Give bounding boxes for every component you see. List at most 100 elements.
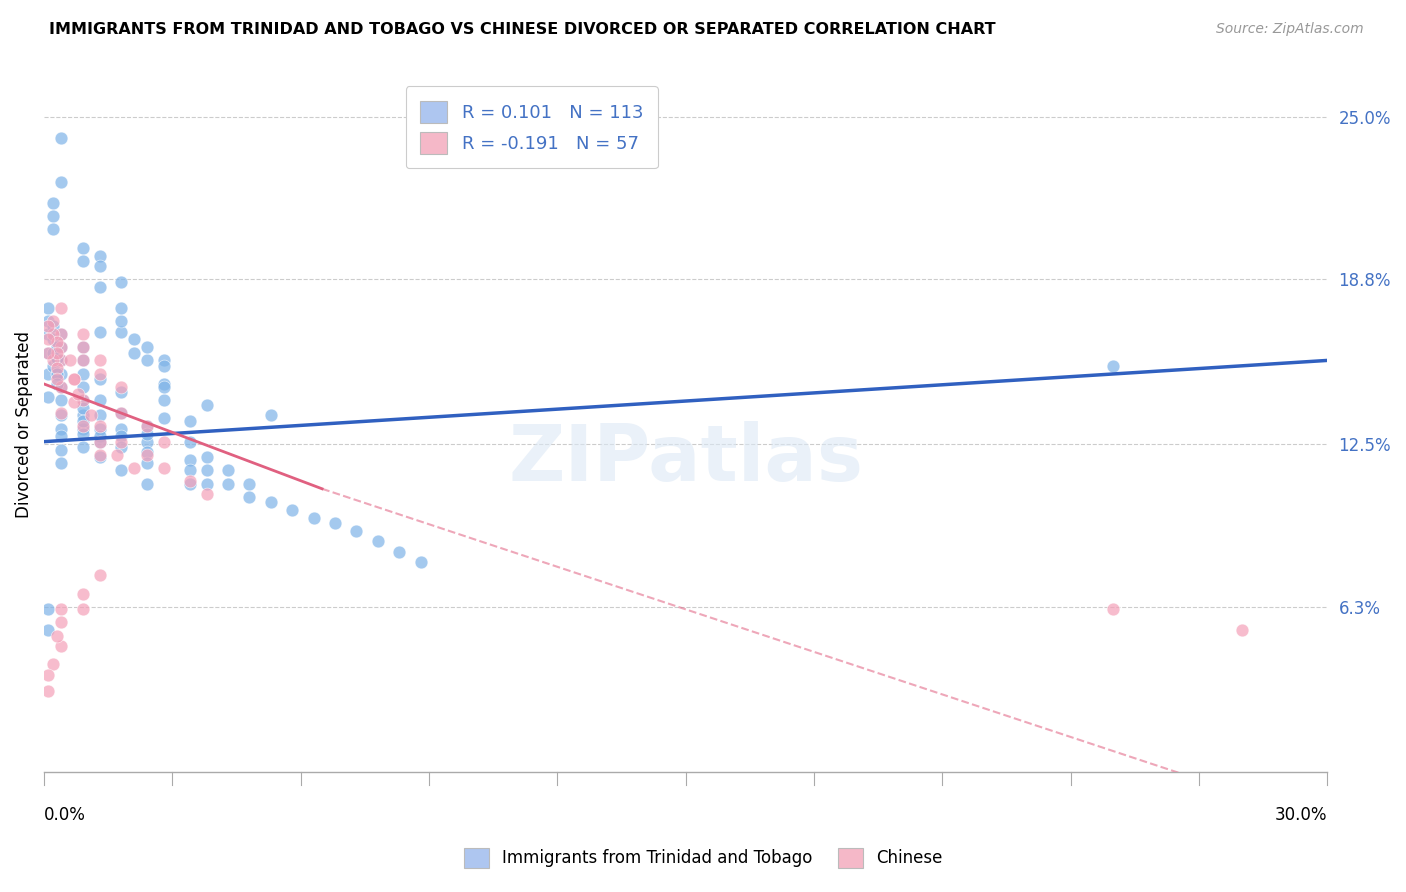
Point [195, 463, 218, 477]
Point [179, 434, 201, 449]
Point [110, 434, 132, 449]
Point [344, 524, 367, 538]
Point [41, 345, 63, 359]
Point [89, 372, 111, 386]
Point [51, 340, 73, 354]
Point [122, 333, 145, 347]
Point [45, 351, 67, 365]
Point [37, 668, 59, 682]
Point [51, 442, 73, 457]
Point [51, 615, 73, 630]
Point [110, 325, 132, 339]
Point [63, 395, 86, 409]
Point [89, 448, 111, 462]
Point [179, 414, 201, 428]
Point [37, 602, 59, 616]
Point [110, 429, 132, 443]
Point [302, 510, 325, 524]
Point [135, 448, 157, 462]
Point [1102, 602, 1125, 616]
Legend: R = 0.101   N = 113, R = -0.191   N = 57: R = 0.101 N = 113, R = -0.191 N = 57 [406, 87, 658, 169]
Point [72, 340, 94, 354]
Point [72, 602, 94, 616]
Point [195, 487, 218, 501]
Point [41, 196, 63, 211]
Point [51, 367, 73, 381]
Point [51, 429, 73, 443]
Point [89, 418, 111, 433]
Point [51, 353, 73, 368]
Point [135, 445, 157, 459]
Point [72, 340, 94, 354]
Point [89, 367, 111, 381]
Point [51, 353, 73, 368]
Point [260, 495, 283, 509]
Point [72, 392, 94, 407]
Point [89, 429, 111, 443]
Point [51, 456, 73, 470]
Point [110, 421, 132, 435]
Point [37, 333, 59, 347]
Point [89, 434, 111, 449]
Point [59, 353, 82, 368]
Point [110, 314, 132, 328]
Point [63, 372, 86, 386]
Point [110, 440, 132, 454]
Point [110, 379, 132, 393]
Point [89, 434, 111, 449]
Point [72, 421, 94, 435]
Point [110, 406, 132, 420]
Point [45, 353, 67, 368]
Point [51, 175, 73, 189]
Point [1102, 359, 1125, 373]
Point [105, 448, 128, 462]
Point [72, 440, 94, 454]
Point [72, 353, 94, 368]
Point [179, 476, 201, 491]
Point [51, 409, 73, 423]
Point [281, 502, 304, 516]
Point [41, 209, 63, 223]
Y-axis label: Divorced or Separated: Divorced or Separated [15, 331, 32, 518]
Point [37, 314, 59, 328]
Point [45, 367, 67, 381]
Point [51, 327, 73, 342]
Point [37, 301, 59, 315]
Point [89, 421, 111, 435]
Point [89, 392, 111, 407]
Point [80, 409, 103, 423]
Point [135, 353, 157, 368]
Point [388, 544, 411, 558]
Point [135, 426, 157, 441]
Point [45, 372, 67, 386]
Point [51, 379, 73, 393]
Point [122, 460, 145, 475]
Point [1230, 624, 1253, 638]
Point [195, 450, 218, 465]
Point [89, 249, 111, 263]
Point [195, 398, 218, 412]
Point [51, 602, 73, 616]
Point [153, 411, 176, 425]
Point [89, 568, 111, 582]
Point [72, 426, 94, 441]
Point [89, 450, 111, 465]
Point [110, 406, 132, 420]
Point [110, 301, 132, 315]
Point [41, 333, 63, 347]
Point [367, 534, 389, 549]
Point [153, 460, 176, 475]
Point [37, 345, 59, 359]
Point [135, 418, 157, 433]
Point [51, 406, 73, 420]
Point [323, 516, 346, 530]
Point [51, 379, 73, 393]
Point [179, 453, 201, 467]
Point [153, 434, 176, 449]
Point [260, 409, 283, 423]
Point [41, 353, 63, 368]
Point [135, 456, 157, 470]
Point [45, 340, 67, 354]
Point [110, 275, 132, 289]
Point [409, 555, 432, 569]
